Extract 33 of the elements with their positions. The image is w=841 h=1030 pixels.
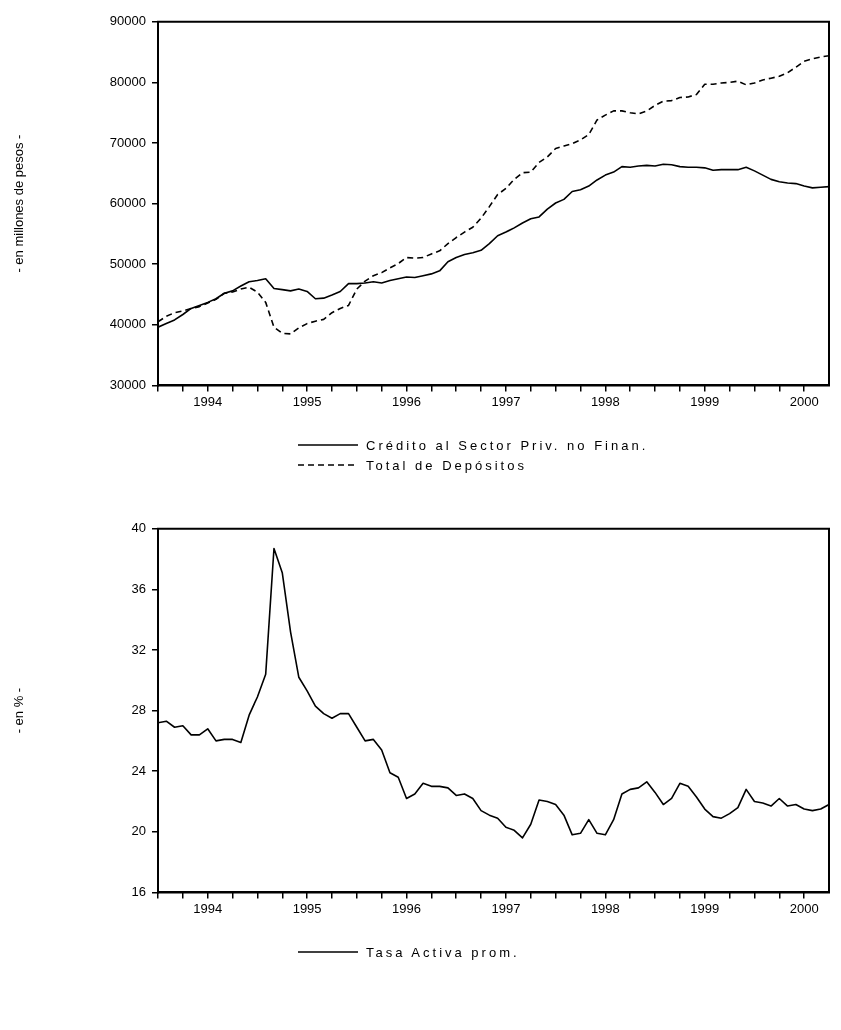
y-tick-label: 20	[131, 823, 146, 839]
x-tick-label: 2000	[789, 900, 819, 916]
y-axis-title: - en millones de pesos -	[11, 134, 27, 273]
x-tick-label: 1994	[193, 900, 223, 916]
x-tick-label: 1995	[292, 393, 322, 409]
y-tick-label: 40000	[109, 316, 146, 332]
y-tick-label: 40	[131, 520, 146, 536]
legend-label: Total de Depósitos	[366, 457, 527, 473]
y-tick-label: 28	[131, 702, 146, 718]
x-tick-label: 1996	[392, 393, 421, 409]
y-tick-label: 60000	[109, 195, 146, 211]
y-tick-label: 16	[131, 883, 146, 899]
legend-label: Tasa Activa prom.	[366, 944, 520, 960]
x-tick-label: 1997	[491, 393, 521, 409]
x-tick-label: 1999	[690, 900, 720, 916]
x-tick-label: 1999	[690, 393, 720, 409]
x-tick-label: 1998	[590, 900, 620, 916]
y-tick-label: 70000	[109, 134, 146, 150]
x-tick-label: 2000	[789, 393, 819, 409]
x-tick-label: 1998	[590, 393, 620, 409]
x-tick-label: 1997	[491, 900, 521, 916]
y-tick-label: 36	[131, 580, 146, 596]
y-tick-label: 32	[131, 641, 146, 657]
x-tick-label: 1996	[392, 900, 421, 916]
y-tick-label: 24	[131, 762, 146, 778]
x-tick-label: 1995	[292, 900, 322, 916]
y-tick-label: 90000	[109, 13, 146, 29]
y-tick-label: 50000	[109, 255, 146, 271]
y-tick-label: 30000	[109, 376, 146, 392]
y-axis-title: - en % -	[11, 687, 27, 734]
x-tick-label: 1994	[193, 393, 223, 409]
legend-label: Crédito al Sector Priv. no Finan.	[366, 437, 649, 453]
y-tick-label: 80000	[109, 73, 146, 89]
